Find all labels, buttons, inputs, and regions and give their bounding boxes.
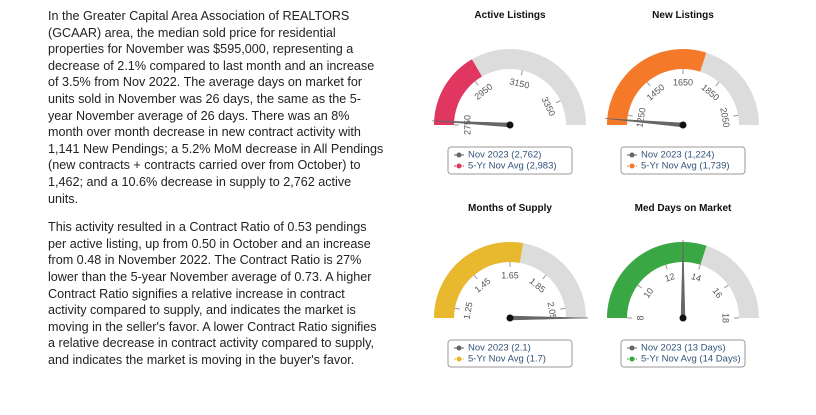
tick-mark <box>723 284 729 289</box>
tick-label: 2.05 <box>546 301 559 320</box>
tick-label: 1450 <box>645 82 667 103</box>
legend-label: Nov 2023 (1,224) <box>641 150 714 161</box>
tick-mark <box>542 274 547 280</box>
tick-label: 1850 <box>700 82 722 103</box>
legend-box <box>447 339 573 368</box>
tick-mark <box>665 264 668 270</box>
legend-dot <box>629 163 635 169</box>
tick-label: 10 <box>642 286 656 300</box>
tick-mark <box>646 81 651 87</box>
gauge-title: Med Days on Market <box>635 203 732 214</box>
gauge-fill <box>434 59 482 125</box>
tick-label: 18 <box>721 313 731 323</box>
legend-label: 5-Yr Nov Avg (14 Days) <box>641 354 741 365</box>
legend-box <box>620 146 746 175</box>
gauge-title: Months of Supply <box>468 203 552 214</box>
legend-label: Nov 2023 (13 Days) <box>641 343 725 354</box>
needle-hub <box>679 314 687 322</box>
legend-dot <box>629 345 635 351</box>
tick-mark <box>473 274 478 280</box>
tick-mark <box>520 70 523 76</box>
gauges: Active Listings 2750 2950 3150 3350 Nov 2023 … <box>432 10 759 368</box>
paragraph: In the Greater Capital Area Association … <box>48 9 384 206</box>
legend-label: 5-Yr Nov Avg (1,739) <box>641 161 730 172</box>
tick-mark <box>715 81 720 87</box>
gauge-fill <box>607 242 707 318</box>
tick-label: 1.85 <box>527 276 547 295</box>
tick-label: 1650 <box>673 77 693 87</box>
tick-mark <box>560 307 566 310</box>
tick-mark <box>474 80 479 86</box>
tick-mark <box>637 284 643 289</box>
tick-label: 12 <box>664 271 677 284</box>
needle-hub <box>506 121 514 129</box>
legend-box <box>620 339 746 368</box>
gauge-title: New Listings <box>652 10 714 21</box>
tick-label: 1.65 <box>501 270 519 280</box>
tick-label: 2050 <box>718 107 731 128</box>
legend-label: 5-Yr Nov Avg (1.7) <box>468 354 546 365</box>
tick-label: 8 <box>635 315 645 320</box>
tick-label: 2950 <box>472 82 494 102</box>
needle-hub <box>679 121 687 129</box>
tick-label: 16 <box>710 286 724 300</box>
tick-mark <box>698 264 701 270</box>
legend-label: Nov 2023 (2,762) <box>468 150 541 161</box>
tick-mark <box>733 114 739 117</box>
gauge-title: Active Listings <box>474 10 546 21</box>
tick-label: 3350 <box>540 95 558 117</box>
legend-dot <box>456 152 462 158</box>
tick-mark <box>627 114 633 117</box>
legend-dot <box>629 356 635 362</box>
tick-label: 14 <box>690 271 703 284</box>
gauge-fill <box>607 49 707 125</box>
tick-label: 2750 <box>462 115 472 135</box>
tick-label: 1.25 <box>462 301 475 320</box>
tick-mark <box>454 307 460 310</box>
legend-box <box>447 146 573 175</box>
needle-hub <box>506 314 514 322</box>
legend-dot <box>456 163 462 169</box>
legend-dot <box>456 345 462 351</box>
paragraph: This activity resulted in a Contract Rat… <box>48 220 377 367</box>
tick-label: 1.45 <box>473 276 493 295</box>
legend-dot <box>456 356 462 362</box>
description: In the Greater Capital Area Association … <box>48 8 384 380</box>
legend-label: 5-Yr Nov Avg (2,983) <box>468 161 557 172</box>
tick-label: 3150 <box>509 76 531 90</box>
tick-mark <box>555 100 561 104</box>
gauge-fill <box>434 242 524 318</box>
tick-label: 1250 <box>634 107 647 128</box>
legend-dot <box>629 152 635 158</box>
legend-label: Nov 2023 (2.1) <box>468 343 531 354</box>
